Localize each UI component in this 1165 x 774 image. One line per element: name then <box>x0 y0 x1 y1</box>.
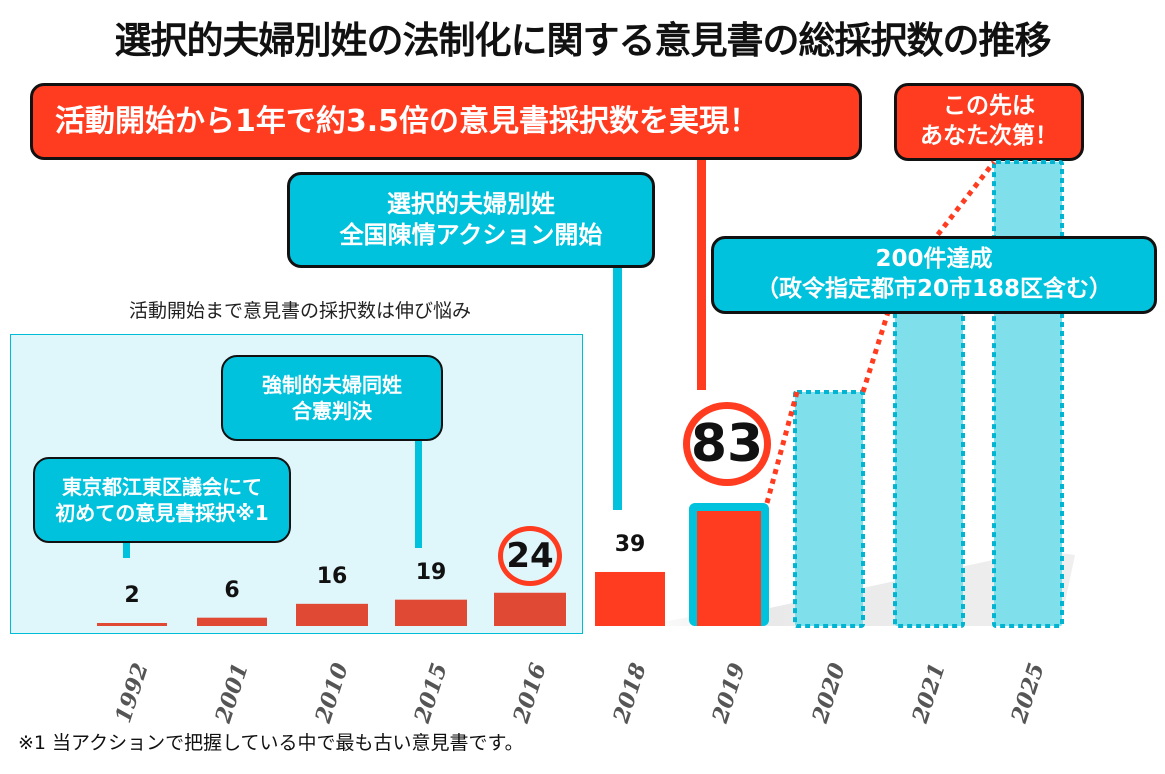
pre-panel-caption: 活動開始まで意見書の採択数は伸び悩み <box>128 300 471 322</box>
milestone-callout: 200件達成 （政令指定都市20市188区含む） <box>711 236 1157 314</box>
value-label-2019: 83 <box>690 414 764 474</box>
action-text-line1: 選択的夫婦別姓 <box>387 189 555 218</box>
bar-2010 <box>296 603 368 626</box>
milestone-text-line2: （政令指定都市20市188区含む） <box>755 276 1113 302</box>
trend-segment-2 <box>860 289 898 393</box>
first-stem <box>123 542 130 558</box>
projected-bar-2020 <box>793 390 865 628</box>
headline-text: 活動開始から1年で約3.5倍の意見書採択数を実現！ <box>55 104 760 139</box>
value-label-2010: 16 <box>316 563 348 589</box>
future-text-line2: あなた次第！ <box>920 123 1058 149</box>
ruling-text-line2: 合憲判決 <box>292 399 372 423</box>
projected-bar-2021 <box>893 298 965 628</box>
highlight-ring-2019: 83 <box>683 402 771 486</box>
milestone-text-line1: 200件達成 <box>875 246 993 273</box>
first-adoption-callout: 東京都江東区議会にて 初めての意見書採択※1 <box>33 457 291 543</box>
floor-shadow <box>640 550 1075 626</box>
bars-group <box>97 160 1064 628</box>
ruling-stem <box>415 440 422 548</box>
bar-2001 <box>197 617 267 626</box>
ruling-callout: 強制的夫婦同姓 合憲判決 <box>221 355 443 441</box>
headline-stem <box>697 160 706 390</box>
first-text-line2: 初めての意見書採択※1 <box>55 501 269 525</box>
trend-segment-3 <box>893 160 996 292</box>
value-label-2015: 19 <box>415 559 447 585</box>
action-start-callout: 選択的夫婦別姓 全国陳情アクション開始 <box>287 172 655 268</box>
action-stem <box>613 268 622 510</box>
trend-line <box>764 160 996 504</box>
bar-1992 <box>97 623 167 626</box>
ruling-text-line1: 強制的夫婦同姓 <box>262 373 402 397</box>
bar-2019 <box>697 511 761 626</box>
highlight-ring-2016: 24 <box>498 526 562 586</box>
bar-2015 <box>395 599 467 626</box>
bar-2016 <box>494 592 566 626</box>
future-text-line1: この先は <box>943 93 1035 120</box>
bar-2018 <box>595 571 665 626</box>
future-callout: この先は あなた次第！ <box>894 83 1084 161</box>
chart-title: 選択的夫婦別姓の法制化に関する意見書の総採択数の推移 <box>114 19 1052 62</box>
footnote: ※1 当アクションで把握している中で最も古い意見書です。 <box>18 732 524 754</box>
headline-callout: 活動開始から1年で約3.5倍の意見書採択数を実現！ <box>30 83 862 160</box>
trend-segment-1 <box>764 391 800 504</box>
value-label-2018: 39 <box>614 531 646 557</box>
value-label-2001: 6 <box>224 577 240 603</box>
projected-bar-2025 <box>992 160 1064 628</box>
value-label-1992: 2 <box>124 583 140 608</box>
value-label-2016: 24 <box>506 536 554 576</box>
action-text-line2: 全国陳情アクション開始 <box>339 221 603 249</box>
first-text-line1: 東京都江東区議会にて <box>62 475 262 499</box>
